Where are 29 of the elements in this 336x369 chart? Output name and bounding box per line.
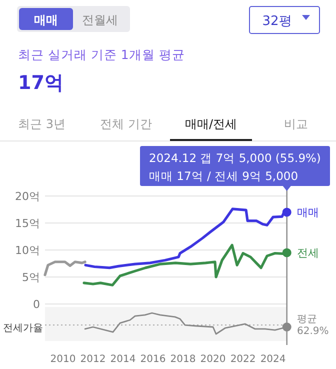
y-tick-label: 5억 — [22, 271, 40, 284]
text: 2024.12 갭 7억 5,000 (55.9%) — [149, 151, 321, 165]
y-tick-label: 20억 — [15, 190, 40, 203]
chart-subtitle: 최근 실거래 기준 1개월 평균 — [18, 47, 185, 62]
x-tick-label: 2016 — [140, 354, 166, 365]
x-tick-label: 2010 — [50, 354, 76, 365]
ref-line-label: 평균 62.9% — [297, 314, 329, 338]
text: 전월세 — [82, 13, 118, 27]
text: 전체 기간 — [100, 117, 152, 131]
x-tick-label: 2018 — [170, 354, 196, 365]
x-tick-label: 2024 — [260, 354, 286, 365]
text: 최근 3년 — [18, 117, 66, 131]
y-tick-label: 15억 — [15, 217, 40, 230]
x-tick-label: 2012 — [80, 354, 106, 365]
chart-title: 17억 — [18, 72, 64, 94]
series-label: 매매 — [297, 206, 319, 220]
x-tick-label: 2014 — [110, 354, 136, 365]
x-tick-label: 2022 — [230, 354, 256, 365]
series-label: 전세 — [297, 246, 319, 260]
y-axis-title: 전세가율 — [3, 323, 43, 334]
text: 매매 17억 / 전세 9억 5,000 — [149, 169, 298, 183]
y-tick-label: 0 — [33, 298, 40, 311]
text: 32평 — [262, 14, 292, 29]
line-series — [44, 260, 86, 276]
text: 매매/전세 — [185, 117, 238, 131]
text: 매매 — [34, 13, 58, 27]
x-tick-label: 2020 — [200, 354, 226, 365]
text: 비교 — [284, 117, 308, 131]
y-tick-label: 10억 — [15, 244, 40, 257]
